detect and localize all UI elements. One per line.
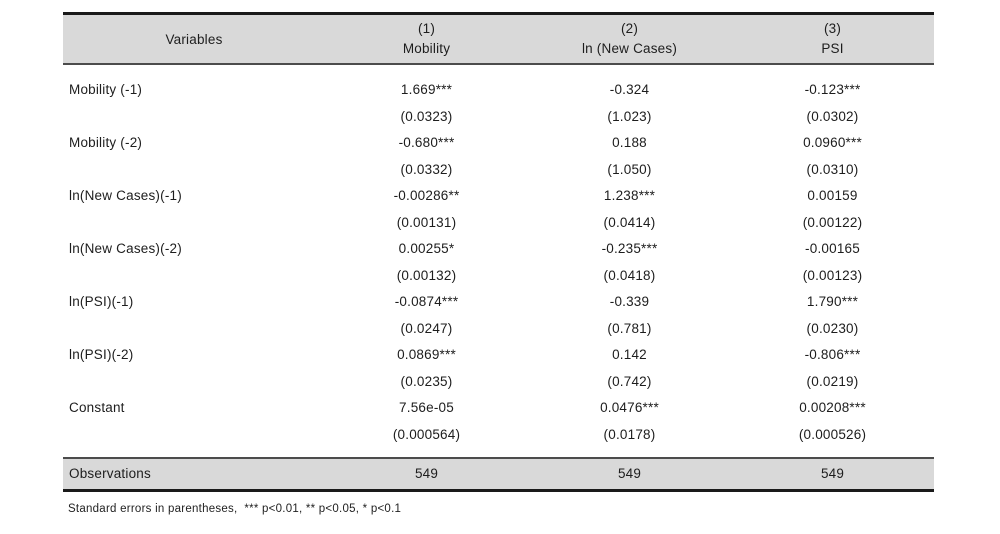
stderr-value: (0.0219) — [806, 373, 859, 389]
variable-label: ln(New Cases)(-2) — [69, 241, 182, 256]
model-number: (1) — [417, 21, 436, 36]
observations-value: 549 — [731, 457, 934, 492]
stderr-row: (0.0235) (0.742) (0.0219) — [63, 369, 934, 396]
stderr-value: (0.00131) — [396, 214, 457, 230]
coefficient-row: Mobility (-1) 1.669*** -0.324 -0.123*** — [63, 77, 934, 104]
table-body: Mobility (-1) 1.669*** -0.324 -0.123*** (0.0… — [63, 64, 934, 448]
stderr-value: (0.0230) — [806, 320, 859, 336]
stderr-row: (0.0247) (0.781) (0.0230) — [63, 316, 934, 343]
stderr-value: (1.050) — [607, 161, 652, 177]
stderr-value: (0.00123) — [802, 267, 863, 283]
coefficient-value: 1.790*** — [806, 294, 859, 309]
stderr-value: (0.0247) — [400, 320, 453, 336]
coefficient-value: -0.680*** — [398, 135, 455, 150]
variable-label-empty — [63, 104, 325, 131]
coefficient-value: -0.123*** — [804, 82, 861, 97]
coefficient-row: ln(New Cases)(-2) 0.00255* -0.235*** -0.001… — [63, 236, 934, 263]
variable-label: Constant — [69, 400, 125, 415]
coefficient-value: 0.00255* — [398, 241, 455, 256]
stderr-row: (0.0332) (1.050) (0.0310) — [63, 157, 934, 184]
model-column-header: (2) ln (New Cases) — [528, 12, 731, 65]
coefficient-value: 7.56e-05 — [399, 400, 454, 415]
variable-label: ln(New Cases)(-1) — [69, 188, 182, 203]
model-number: (3) — [823, 21, 842, 36]
coefficient-row: ln(PSI)(-2) 0.0869*** 0.142 -0.806*** — [63, 342, 934, 369]
table-header: Variables (1) Mobility (2) ln (New Cases) (3… — [63, 12, 934, 65]
model-column-header: (1) Mobility — [325, 12, 528, 65]
coefficient-row: Mobility (-2) -0.680*** 0.188 0.0960*** — [63, 130, 934, 157]
stderr-value: (0.0332) — [400, 161, 453, 177]
footnote: Standard errors in parentheses, *** p<0.… — [68, 503, 402, 515]
stderr-value: (0.0235) — [400, 373, 453, 389]
variable-label: Mobility (-2) — [69, 135, 143, 150]
variable-label-empty — [63, 422, 325, 449]
stderr-row: (0.0323) (1.023) (0.0302) — [63, 104, 934, 131]
model-number: (2) — [620, 21, 639, 36]
coefficient-value: 0.00159 — [807, 188, 858, 203]
stderr-value: (0.0310) — [806, 161, 859, 177]
observations-label: Observations — [63, 457, 325, 492]
spacer-row — [63, 64, 934, 77]
stderr-row: (0.00132) (0.0418) (0.00123) — [63, 263, 934, 290]
stderr-value: (0.000564) — [392, 426, 461, 442]
coefficient-value: 0.0869*** — [397, 347, 456, 362]
coefficient-row: ln(PSI)(-1) -0.0874*** -0.339 1.790*** — [63, 289, 934, 316]
observations-value: 549 — [528, 457, 731, 492]
coefficient-value: -0.339 — [609, 294, 650, 309]
variable-label: ln(PSI)(-1) — [69, 294, 134, 309]
stderr-row: (0.00131) (0.0414) (0.00122) — [63, 210, 934, 237]
coefficient-value: -0.235*** — [601, 241, 658, 256]
table-summary: Observations 549 549 549 — [63, 448, 934, 492]
stderr-row: (0.000564) (0.0178) (0.000526) — [63, 422, 934, 449]
stderr-value: (0.742) — [607, 373, 652, 389]
model-label: PSI — [821, 41, 844, 56]
stderr-value: (0.0414) — [603, 214, 656, 230]
header-row: Variables (1) Mobility (2) ln (New Cases) (3… — [63, 12, 934, 65]
variable-label-empty — [63, 210, 325, 237]
observations-value: 549 — [325, 457, 528, 492]
variable-label-empty — [63, 316, 325, 343]
stderr-value: (1.023) — [607, 108, 652, 124]
observations-row: Observations 549 549 549 — [63, 457, 934, 492]
model-label: ln (New Cases) — [581, 41, 678, 56]
stderr-value: (0.000526) — [798, 426, 867, 442]
variables-column-header: Variables — [63, 12, 325, 65]
coefficient-value: 1.669*** — [400, 82, 453, 97]
coefficient-value: 0.0476*** — [600, 400, 659, 415]
stderr-value: (0.781) — [607, 320, 652, 336]
variable-label-empty — [63, 263, 325, 290]
coefficient-value: -0.00286** — [393, 188, 460, 203]
model-column-header: (3) PSI — [731, 12, 934, 65]
stderr-value: (0.00132) — [396, 267, 457, 283]
coefficient-row: ln(New Cases)(-1) -0.00286** 1.238*** 0.001… — [63, 183, 934, 210]
model-label: Mobility — [402, 41, 451, 56]
coefficient-value: 1.238*** — [603, 188, 656, 203]
coefficient-value: 0.142 — [612, 347, 647, 362]
coefficient-value: -0.0874*** — [394, 294, 459, 309]
coefficient-value: -0.00165 — [805, 241, 860, 256]
stderr-value: (0.0418) — [603, 267, 656, 283]
stderr-value: (0.00122) — [802, 214, 863, 230]
stderr-value: (0.0323) — [400, 108, 453, 124]
variable-label: ln(PSI)(-2) — [69, 347, 134, 362]
variable-label-empty — [63, 369, 325, 396]
coefficient-value: 0.00208*** — [799, 400, 866, 415]
variable-label: Mobility (-1) — [69, 82, 143, 97]
spacer-row — [63, 448, 934, 458]
regression-table: Variables (1) Mobility (2) ln (New Cases) (3… — [63, 12, 934, 492]
coefficient-value: 0.188 — [612, 135, 647, 150]
coefficient-value: -0.324 — [609, 82, 650, 97]
coefficient-value: 0.0960*** — [803, 135, 862, 150]
coefficient-value: -0.806*** — [804, 347, 861, 362]
stderr-value: (0.0302) — [806, 108, 859, 124]
coefficient-row: Constant 7.56e-05 0.0476*** 0.00208*** — [63, 395, 934, 422]
stderr-value: (0.0178) — [603, 426, 656, 442]
variable-label-empty — [63, 157, 325, 184]
